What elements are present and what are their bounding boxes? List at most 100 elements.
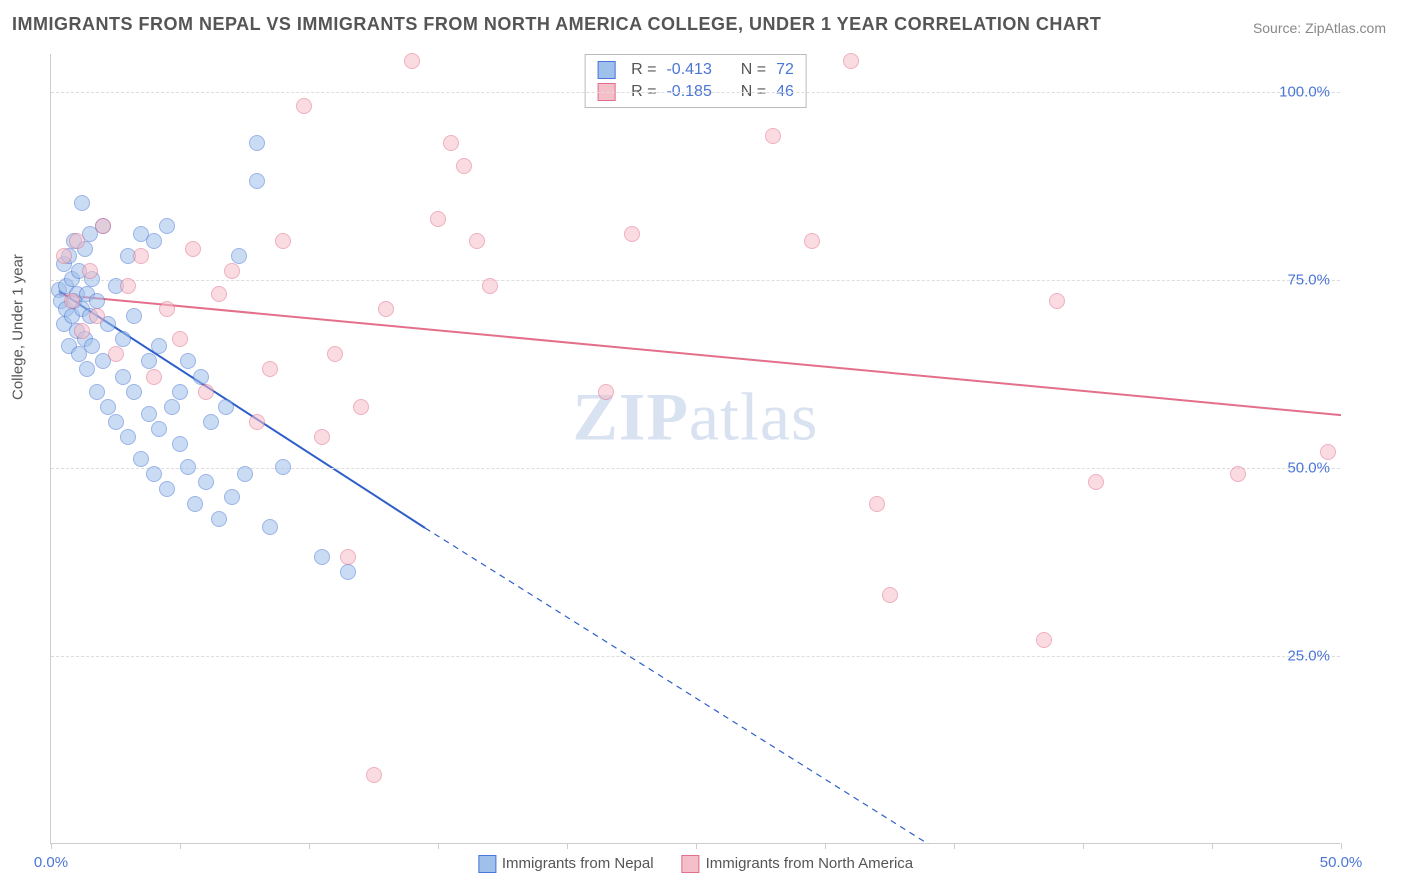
chart-title: IMMIGRANTS FROM NEPAL VS IMMIGRANTS FROM…	[12, 14, 1101, 35]
legend: Immigrants from Nepal Immigrants from No…	[478, 855, 913, 873]
data-point	[146, 466, 162, 482]
data-point	[843, 53, 859, 69]
data-point	[89, 293, 105, 309]
data-point	[598, 384, 614, 400]
data-point	[404, 53, 420, 69]
data-point	[443, 135, 459, 151]
data-point	[1088, 474, 1104, 490]
data-point	[624, 226, 640, 242]
x-tick-mark	[567, 843, 568, 849]
data-point	[74, 195, 90, 211]
data-point	[231, 248, 247, 264]
data-point	[141, 353, 157, 369]
legend-item-na: Immigrants from North America	[682, 855, 914, 873]
data-point	[456, 158, 472, 174]
data-point	[378, 301, 394, 317]
data-point	[74, 323, 90, 339]
source-attribution: Source: ZipAtlas.com	[1253, 20, 1386, 36]
data-point	[141, 406, 157, 422]
swatch-nepal	[597, 61, 615, 79]
data-point	[340, 564, 356, 580]
data-point	[314, 549, 330, 565]
data-point	[482, 278, 498, 294]
y-tick-label: 25.0%	[1287, 647, 1330, 664]
legend-swatch-nepal	[478, 855, 496, 873]
data-point	[353, 399, 369, 415]
data-point	[151, 338, 167, 354]
data-point	[146, 369, 162, 385]
x-tick-mark	[1212, 843, 1213, 849]
gridline	[51, 656, 1340, 657]
data-point	[469, 233, 485, 249]
legend-item-nepal: Immigrants from Nepal	[478, 855, 654, 873]
y-tick-label: 100.0%	[1279, 83, 1330, 100]
source-link[interactable]: ZipAtlas.com	[1305, 20, 1386, 36]
data-point	[430, 211, 446, 227]
data-point	[211, 511, 227, 527]
data-point	[869, 496, 885, 512]
data-point	[115, 331, 131, 347]
r-value-nepal: -0.413	[666, 61, 711, 79]
data-point	[1049, 293, 1065, 309]
data-point	[164, 399, 180, 415]
data-point	[262, 519, 278, 535]
data-point	[366, 767, 382, 783]
legend-swatch-na	[682, 855, 700, 873]
data-point	[64, 293, 80, 309]
data-point	[115, 369, 131, 385]
data-point	[224, 489, 240, 505]
data-point	[1036, 632, 1052, 648]
data-point	[765, 128, 781, 144]
data-point	[100, 399, 116, 415]
source-label: Source:	[1253, 20, 1305, 36]
data-point	[804, 233, 820, 249]
x-tick-mark	[1083, 843, 1084, 849]
data-point	[882, 587, 898, 603]
data-point	[187, 496, 203, 512]
x-tick-mark	[954, 843, 955, 849]
data-point	[180, 459, 196, 475]
trend-lines	[51, 54, 1340, 843]
data-point	[314, 429, 330, 445]
data-point	[296, 98, 312, 114]
y-tick-label: 50.0%	[1287, 459, 1330, 476]
data-point	[159, 481, 175, 497]
data-point	[133, 451, 149, 467]
data-point	[262, 361, 278, 377]
data-point	[203, 414, 219, 430]
x-tick-mark	[309, 843, 310, 849]
data-point	[198, 384, 214, 400]
x-tick-mark	[696, 843, 697, 849]
data-point	[89, 384, 105, 400]
x-tick-mark	[51, 843, 52, 849]
data-point	[1320, 444, 1336, 460]
x-tick-mark	[180, 843, 181, 849]
data-point	[185, 241, 201, 257]
data-point	[84, 338, 100, 354]
data-point	[82, 263, 98, 279]
correlation-stats-box: R = -0.413 N = 72 R = -0.185 N = 46	[584, 54, 807, 108]
data-point	[172, 331, 188, 347]
data-point	[120, 429, 136, 445]
data-point	[237, 466, 253, 482]
data-point	[95, 218, 111, 234]
data-point	[146, 233, 162, 249]
y-tick-label: 75.0%	[1287, 271, 1330, 288]
data-point	[224, 263, 240, 279]
data-point	[108, 414, 124, 430]
data-point	[172, 436, 188, 452]
data-point	[218, 399, 234, 415]
data-point	[108, 346, 124, 362]
data-point	[211, 286, 227, 302]
data-point	[151, 421, 167, 437]
data-point	[198, 474, 214, 490]
data-point	[249, 414, 265, 430]
x-tick-mark	[438, 843, 439, 849]
data-point	[249, 173, 265, 189]
watermark-zip: ZIP	[573, 378, 689, 454]
stats-row-nepal: R = -0.413 N = 72	[597, 59, 794, 81]
data-point	[133, 248, 149, 264]
n-label: N =	[741, 61, 766, 79]
x-tick-mark	[825, 843, 826, 849]
data-point	[126, 308, 142, 324]
